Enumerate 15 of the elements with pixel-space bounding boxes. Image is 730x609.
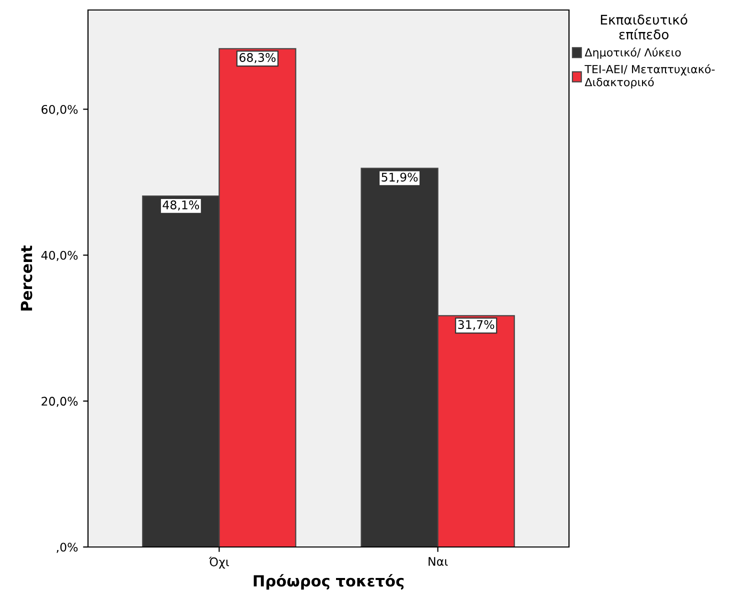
data-label: 48,1% [162, 200, 200, 211]
legend-label: Δημοτικό/ Λύκειο [584, 48, 681, 59]
y-tick-label: ,0% [56, 542, 78, 553]
legend-label: ΤΕΙ-ΑΕΙ/ Μεταπτυχιακό- Διδακτορικό [584, 64, 715, 88]
y-axis-title: Percent [20, 246, 32, 310]
x-tick-label: Ναι [428, 557, 448, 566]
data-label: 68,3% [240, 53, 276, 64]
data-label: 51,9% [382, 172, 418, 183]
data-label: 31,7% [458, 320, 494, 330]
x-tick-label: Όχι [208, 556, 229, 569]
y-tick-label: 60,0% [42, 104, 78, 116]
legend-title: Εκπαιδευτικό επίπεδο [600, 14, 688, 40]
x-axis-title: Πρόωρος τοκετός [254, 574, 404, 590]
y-tick-label: 40,0% [41, 250, 78, 262]
y-tick-label: 20,0% [42, 396, 78, 407]
